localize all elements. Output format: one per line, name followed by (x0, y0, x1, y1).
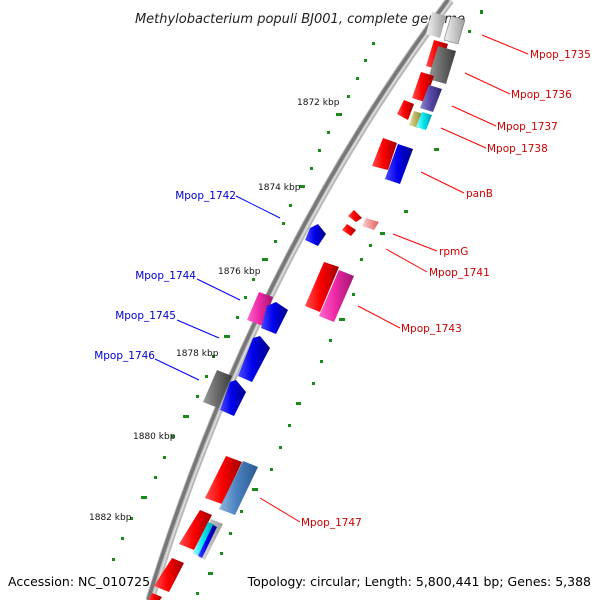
gene-blue-1746-right[interactable] (220, 380, 246, 416)
gene-label-mpop-1742[interactable]: Mpop_1742 (175, 190, 236, 202)
gene-red-upper-2[interactable] (412, 72, 434, 102)
gene-cyan-lower[interactable] (193, 519, 223, 560)
scale-label-1882: 1882 kbp (89, 513, 132, 523)
gene-mpop-1745b[interactable] (238, 336, 270, 382)
gene-label-mpop-1746[interactable]: Mpop_1746 (94, 350, 155, 362)
accession-text: Accession: NC_010725 (8, 574, 150, 589)
gene-mpop-1737[interactable] (420, 85, 442, 112)
gene-label-mpop-1737[interactable]: Mpop_1737 (497, 121, 558, 133)
gene-mpop-1741[interactable] (342, 224, 356, 236)
scale-label-1880: 1880 kbp (133, 432, 176, 442)
gene-label-rpmg[interactable]: rpmG (439, 246, 468, 258)
gene-label-mpop-1745[interactable]: Mpop_1745 (115, 310, 176, 322)
gene-red-lower-4[interactable] (148, 593, 162, 600)
gene-label-mpop-1735[interactable]: Mpop_1735 (530, 49, 591, 61)
map-title: Methylobacterium populi BJ001, complete … (135, 12, 465, 27)
inner-tick-row (112, 42, 375, 561)
gene-rpmg[interactable] (348, 210, 379, 230)
gene-red-panb-left[interactable] (372, 138, 397, 170)
gene-label-mpop-1744[interactable]: Mpop_1744 (135, 270, 196, 282)
genome-backbone (146, 0, 450, 600)
gene-mpop-1742[interactable] (305, 224, 326, 246)
gene-mpop-1735[interactable] (426, 12, 466, 45)
gene-mpop-1746[interactable] (203, 370, 232, 408)
label-lines-right (259, 34, 529, 523)
gene-label-mpop-1747[interactable]: Mpop_1747 (301, 517, 362, 529)
topology-text: Topology: circular; Length: 5,800,441 bp… (247, 574, 591, 589)
scale-label-1872: 1872 kbp (297, 98, 340, 108)
gene-red-arrow-small[interactable] (397, 100, 414, 120)
gene-mpop-1744[interactable] (247, 292, 273, 326)
genome-backbone-shadow (145, 0, 454, 600)
scale-label-1876: 1876 kbp (218, 267, 261, 277)
gene-red-lower-3[interactable] (154, 558, 184, 592)
gene-mpop-1743[interactable] (319, 270, 354, 322)
gene-red-1743-left[interactable] (305, 262, 339, 312)
gene-label-mpop-1738[interactable]: Mpop_1738 (487, 143, 548, 155)
gene-label-mpop-1736[interactable]: Mpop_1736 (511, 89, 572, 101)
gene-red-lower-2[interactable] (179, 510, 212, 550)
gene-mpop-1736[interactable] (428, 46, 456, 84)
gene-panb[interactable] (385, 144, 413, 184)
gene-label-mpop-1743[interactable]: Mpop_1743 (401, 323, 462, 335)
gene-mpop-1747[interactable] (219, 461, 258, 515)
outer-tick-row (196, 10, 483, 595)
gene-label-panb[interactable]: panB (466, 188, 493, 200)
scale-label-1878: 1878 kbp (176, 349, 219, 359)
label-lines-left (154, 195, 281, 381)
gene-label-mpop-1741[interactable]: Mpop_1741 (429, 267, 490, 279)
gene-mpop-1738[interactable] (409, 111, 432, 130)
scale-label-1874: 1874 kbp (258, 183, 301, 193)
gene-red-lower-1[interactable] (205, 456, 242, 504)
genome-backbone-highlight (151, 0, 453, 600)
gene-mpop-1745[interactable] (261, 302, 288, 334)
